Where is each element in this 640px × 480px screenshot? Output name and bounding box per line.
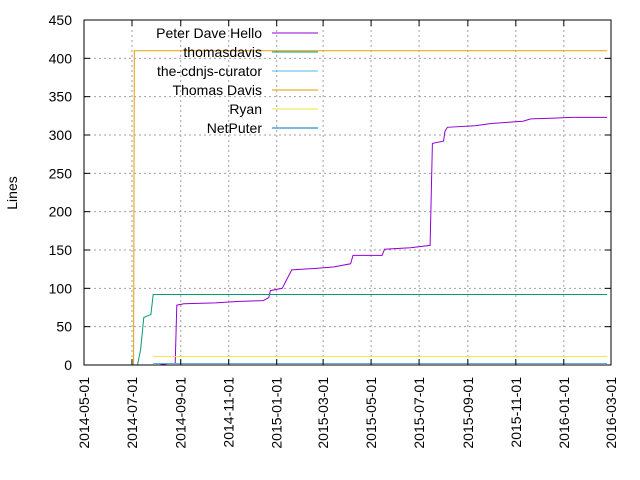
- y-tick-label: 350: [49, 89, 73, 105]
- x-axis: 2014-05-01 2014-07-01 2014-09-01 2014-11-01…: [76, 20, 619, 449]
- legend-label: NetPuter: [207, 120, 263, 136]
- x-tick-label: 2014-11-01: [221, 377, 237, 448]
- y-axis-label: Lines: [4, 176, 20, 209]
- legend-label: thomasdavis: [183, 44, 262, 60]
- x-tick-label: 2015-03-01: [315, 377, 331, 449]
- y-tick-label: 250: [49, 165, 73, 181]
- x-tick-label: 2014-07-01: [124, 377, 140, 449]
- y-tick-label: 100: [49, 280, 73, 296]
- plot-frame: [83, 19, 612, 366]
- x-tick-label: 2015-07-01: [411, 377, 427, 449]
- legend-label: Ryan: [229, 101, 262, 117]
- y-tick-label: 0: [64, 357, 72, 373]
- series-line-3: [133, 50, 608, 366]
- y-tick-label: 200: [49, 204, 73, 220]
- series-line-1: [137, 294, 608, 366]
- y-tick-label: 450: [49, 12, 73, 28]
- x-tick-label: 2015-01-01: [269, 377, 285, 449]
- series-line-0: [139, 116, 608, 366]
- y-tick-label: 400: [49, 50, 73, 66]
- x-tick-label: 2015-09-01: [460, 377, 476, 449]
- x-tick-label: 2014-05-01: [76, 377, 92, 449]
- y-tick-label: 300: [49, 127, 73, 143]
- y-tick-label: 150: [49, 242, 73, 258]
- y-tick-label: 50: [56, 319, 72, 335]
- y-axis: 0 50 100 150 200 250 300 350 400 450: [49, 12, 611, 373]
- x-tick-label: 2015-11-01: [508, 377, 524, 448]
- legend-label: Thomas Davis: [173, 82, 262, 98]
- legend-label: Peter Dave Hello: [156, 25, 262, 41]
- x-tick-label: 2015-05-01: [363, 377, 379, 449]
- x-tick-label: 2014-09-01: [173, 377, 189, 449]
- x-tick-label: 2016-03-01: [603, 377, 619, 449]
- legend-label: the-cdnjs-curator: [157, 63, 262, 79]
- x-tick-label: 2016-01-01: [556, 377, 572, 449]
- legend: Peter Dave Hello thomasdavis the-cdnjs-cur…: [156, 25, 318, 136]
